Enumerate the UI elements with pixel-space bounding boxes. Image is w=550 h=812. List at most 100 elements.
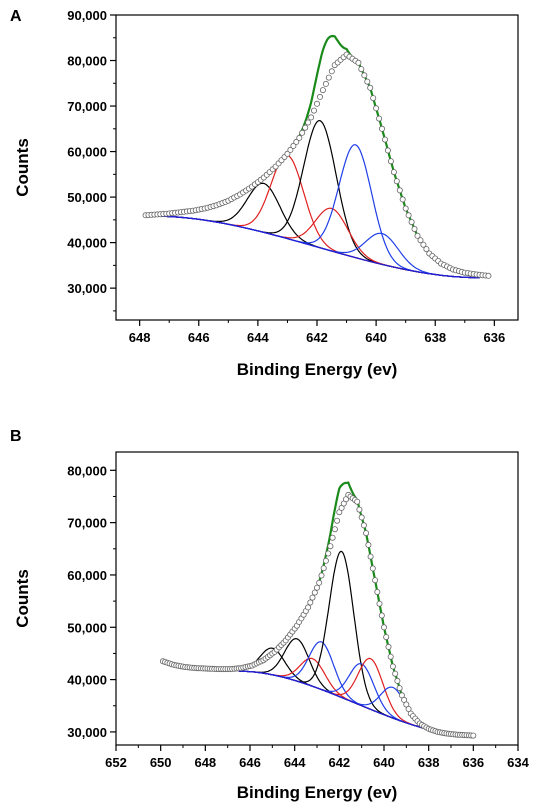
data-point xyxy=(329,534,336,541)
data-point xyxy=(370,95,377,102)
y-tick-label: 40,000 xyxy=(67,673,107,688)
data-point xyxy=(310,107,317,114)
data-point xyxy=(305,604,312,611)
data-point xyxy=(394,677,401,684)
x-tick-label: 640 xyxy=(365,330,387,345)
x-tick-label: 644 xyxy=(247,330,269,345)
panel-label: A xyxy=(10,8,22,25)
component-peak-red xyxy=(154,154,480,279)
data-point xyxy=(384,147,391,154)
data-point xyxy=(334,517,341,524)
data-point xyxy=(358,514,365,521)
x-tick-label: 642 xyxy=(306,330,328,345)
y-axis-title: Counts xyxy=(13,138,32,197)
data-point xyxy=(316,93,323,100)
data-point xyxy=(355,59,362,66)
y-axis-title: Counts xyxy=(13,569,32,628)
y-tick-label: 50,000 xyxy=(67,620,107,635)
data-point xyxy=(383,634,390,641)
component-peak-red xyxy=(238,657,474,737)
fit-envelope-line xyxy=(238,481,474,737)
chart-panel-a: A 648 646 644 642 640 638 636 30,000 40,000 50,00… xyxy=(0,0,550,400)
data-point xyxy=(360,522,367,529)
data-point xyxy=(313,100,320,107)
data-point xyxy=(385,643,392,650)
component-peak-black xyxy=(238,550,474,737)
y-tick-label: 80,000 xyxy=(67,463,107,478)
y-tick-label: 70,000 xyxy=(67,99,107,114)
x-tick-label: 648 xyxy=(194,755,216,770)
data-point xyxy=(365,541,372,548)
x-tick-label: 648 xyxy=(129,330,151,345)
x-tick-label: 638 xyxy=(424,330,446,345)
data-point xyxy=(367,84,374,91)
data-point xyxy=(320,565,327,572)
data-point xyxy=(328,68,335,75)
component-peak-black xyxy=(238,647,474,737)
data-point xyxy=(378,125,385,132)
x-tick-label: 646 xyxy=(239,755,261,770)
data-point xyxy=(284,150,291,157)
data-point xyxy=(307,599,314,606)
plot-frame xyxy=(115,14,519,321)
data-point xyxy=(372,577,379,584)
background-line xyxy=(154,215,480,279)
data-point xyxy=(318,572,325,579)
data-point xyxy=(308,114,315,121)
data-point xyxy=(327,543,334,550)
data-point xyxy=(319,87,326,94)
component-peak-red xyxy=(154,207,480,279)
data-point xyxy=(389,663,396,670)
data-point xyxy=(354,498,361,505)
data-point xyxy=(322,557,329,564)
data-point xyxy=(287,146,294,153)
data-point xyxy=(296,134,303,141)
data-point xyxy=(293,138,300,145)
panel-label: B xyxy=(10,428,22,445)
data-point xyxy=(363,530,370,537)
data-point xyxy=(325,550,332,557)
data-point xyxy=(392,670,399,677)
data-point xyxy=(361,72,368,79)
y-tick-label: 40,000 xyxy=(67,236,107,251)
x-tick-label: 636 xyxy=(484,330,506,345)
data-point xyxy=(387,653,394,660)
x-axis-title: Binding Energy (ev) xyxy=(237,360,398,379)
x-tick-label: 640 xyxy=(373,755,395,770)
data-point xyxy=(402,205,409,212)
data-point xyxy=(311,589,318,596)
data-point xyxy=(356,506,363,513)
x-tick-label: 644 xyxy=(284,755,306,770)
y-tick-label: 80,000 xyxy=(67,54,107,69)
data-point xyxy=(331,526,338,533)
data-point xyxy=(420,241,427,248)
y-tick-label: 70,000 xyxy=(67,516,107,531)
data-point xyxy=(396,685,403,692)
x-tick-label: 642 xyxy=(328,755,350,770)
data-point xyxy=(381,136,388,143)
plot-frame xyxy=(115,451,519,746)
data-point xyxy=(322,80,329,87)
data-point xyxy=(390,169,397,176)
data-point xyxy=(299,129,306,136)
data-point xyxy=(417,237,424,244)
x-tick-label: 634 xyxy=(507,755,529,770)
data-point xyxy=(325,74,332,81)
x-tick-label: 646 xyxy=(188,330,210,345)
data-point xyxy=(387,158,394,165)
data-point xyxy=(423,246,430,253)
x-tick-label: 652 xyxy=(105,755,127,770)
data-point xyxy=(399,196,406,203)
data-point xyxy=(305,119,312,126)
background-line xyxy=(238,670,474,737)
data-point xyxy=(290,142,297,149)
data-point xyxy=(302,124,309,131)
data-point xyxy=(358,66,365,73)
x-tick-label: 636 xyxy=(462,755,484,770)
data-point xyxy=(316,579,323,586)
data-point xyxy=(378,612,385,619)
data-point xyxy=(393,178,400,185)
data-point xyxy=(369,565,376,572)
data-point xyxy=(364,78,371,85)
y-tick-label: 50,000 xyxy=(67,190,107,205)
